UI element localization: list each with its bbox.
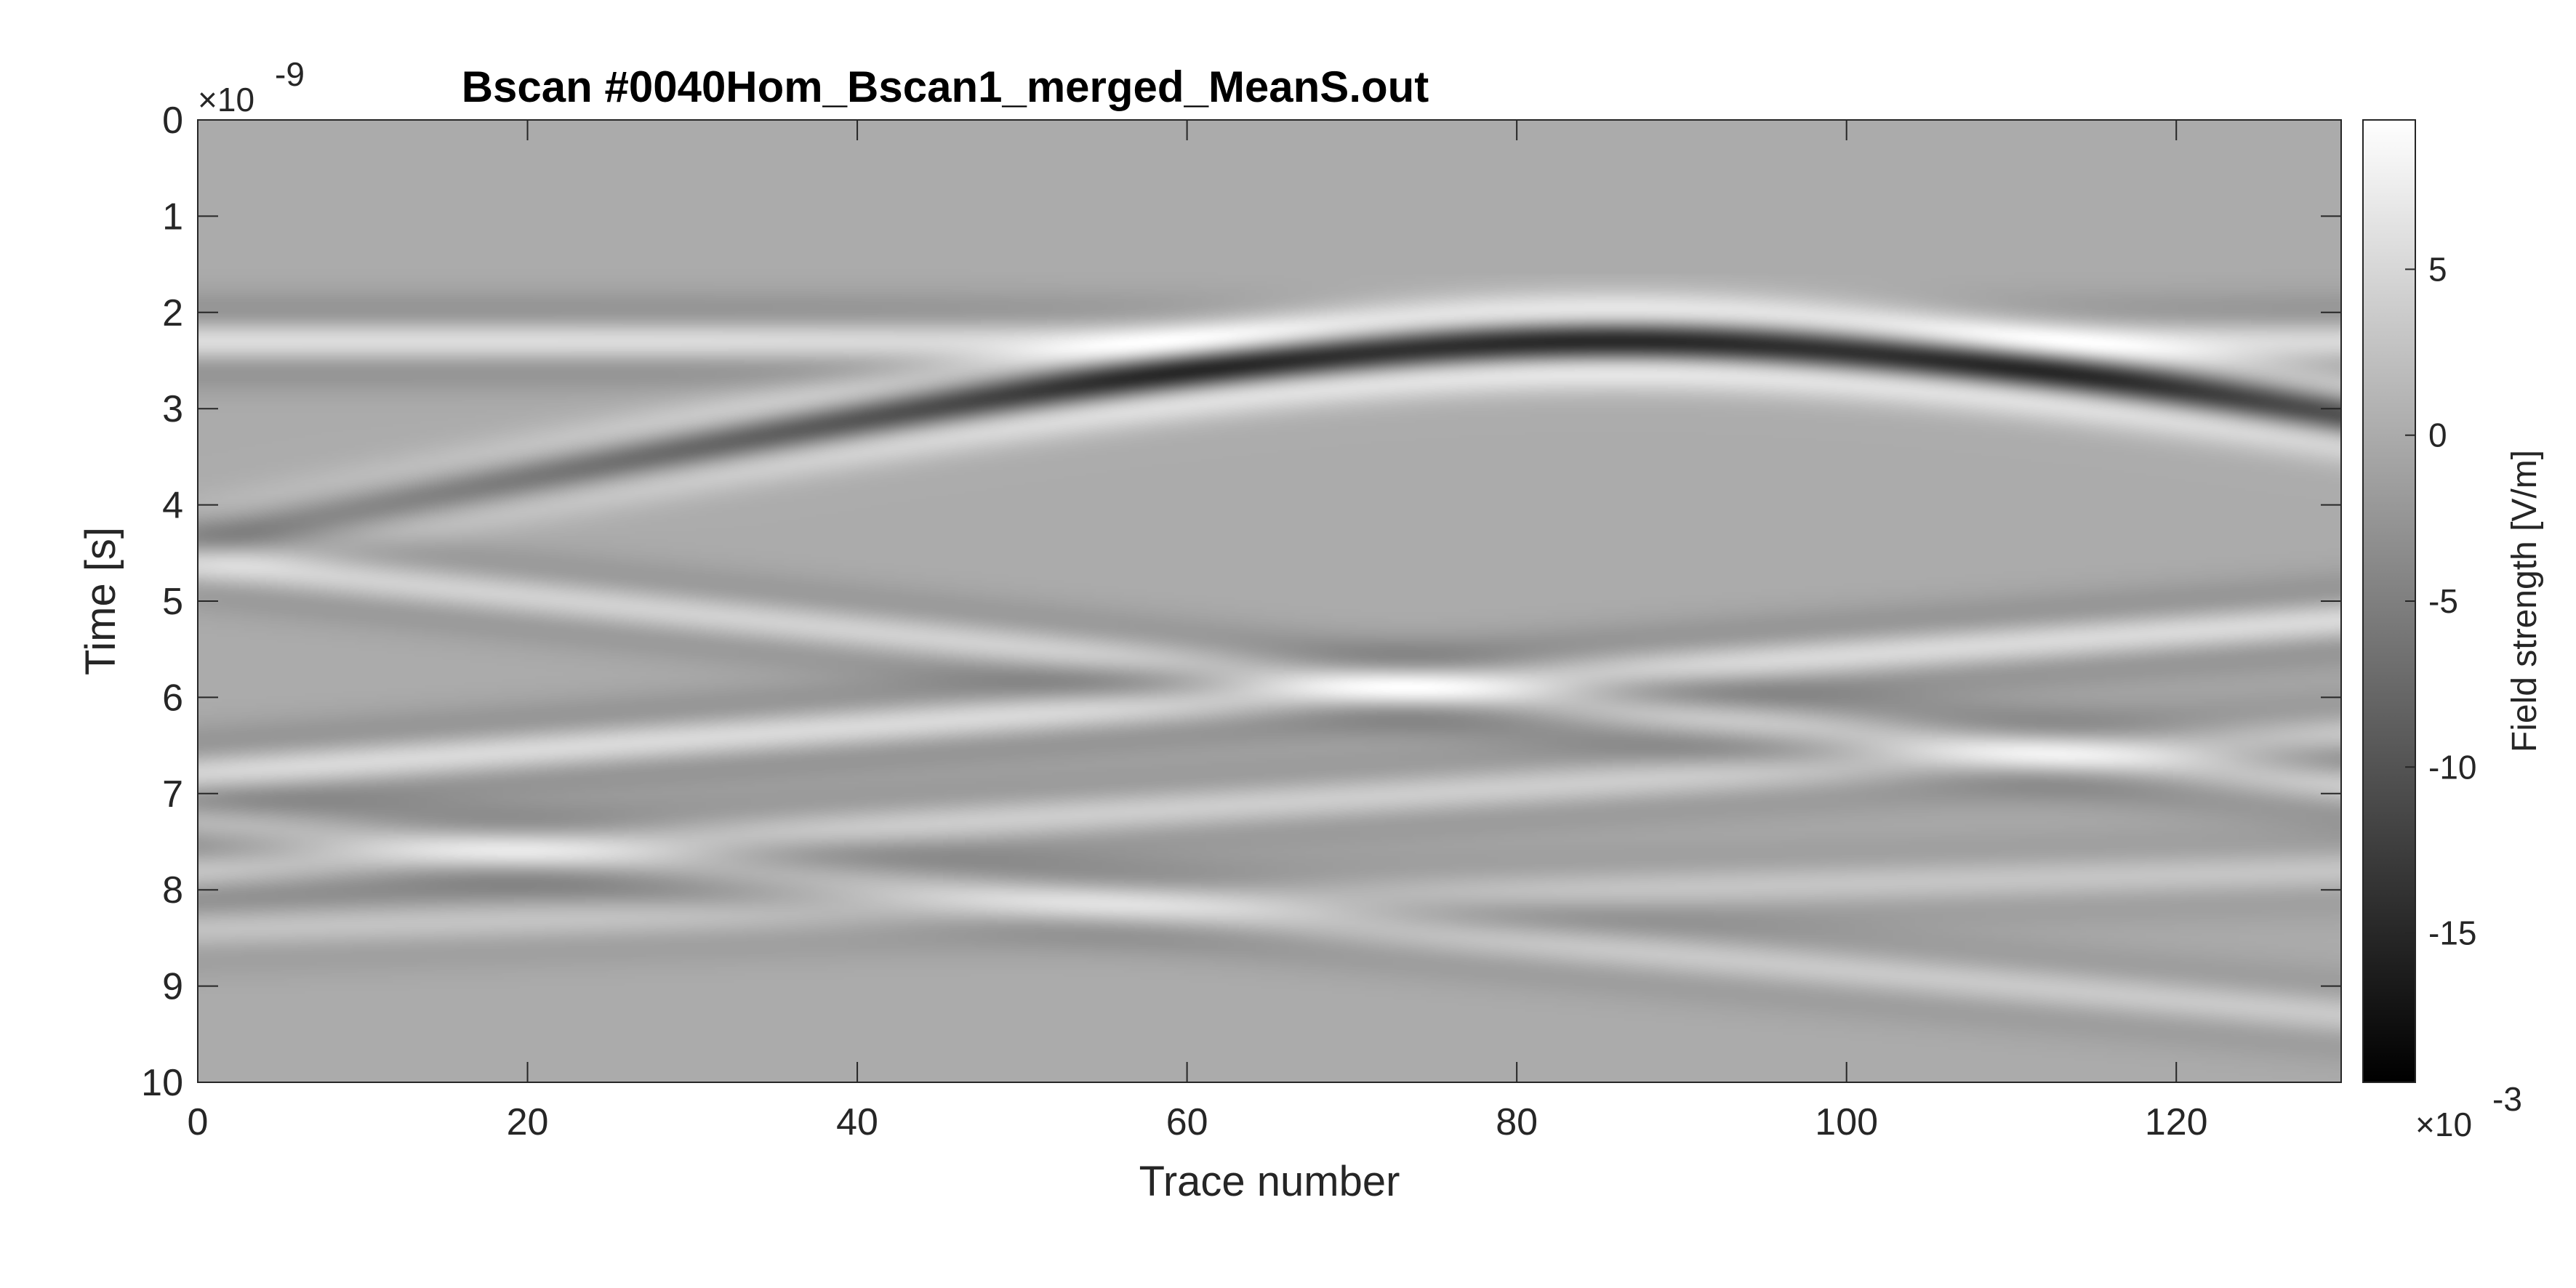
y-exponent-power: -9 [275,55,305,93]
x-tick-label: 60 [1166,1101,1208,1143]
colorbar-tick-label: -5 [2428,582,2458,620]
x-axis-label: Trace number [1139,1158,1400,1205]
colorbar-tick-label: -10 [2428,748,2476,786]
y-tick-label: 3 [162,388,183,430]
y-tick-label: 4 [162,485,183,527]
y-tick-label: 6 [162,677,183,719]
y-tick-label: 5 [162,581,183,623]
x-tick-label: 20 [507,1101,549,1143]
y-exponent-base: ×10 [198,81,254,118]
y-tick-label: 1 [162,196,183,238]
x-axis: 0 20 40 60 80 100 120 [188,120,2208,1143]
colorbar-tick-label: 0 [2428,416,2447,454]
colorbar-exponent-power: -3 [2492,1080,2522,1118]
colorbar-exponent-base: ×10 [2415,1106,2472,1143]
colorbar-tick-label: -15 [2428,914,2476,952]
colorbar-tick-label: 5 [2428,250,2447,288]
y-axis: 0 1 2 3 4 5 6 7 8 9 10 [141,100,2341,1104]
colorbar-label: Field strength [V/m] [2505,450,2544,752]
x-tick-label: 0 [188,1101,209,1143]
x-tick-label: 120 [2145,1101,2208,1143]
colorbar-axis: 5 0 -5 -10 -15 [2405,250,2476,952]
x-tick-label: 40 [836,1101,878,1143]
x-tick-label: 100 [1815,1101,1878,1143]
x-tick-label: 80 [1496,1101,1538,1143]
bscan-image [198,120,2341,1082]
colorbar-exponent: ×10 -3 [2415,1080,2522,1143]
y-axis-label: Time [s] [77,527,124,675]
y-tick-label: 8 [162,869,183,911]
y-tick-label: 0 [162,100,183,142]
y-tick-label: 10 [141,1062,183,1104]
y-tick-label: 9 [162,966,183,1008]
y-exponent: ×10 -9 [198,55,305,118]
chart-title: Bscan #0040Hom_Bscan1_merged_MeanS.out [462,63,1429,111]
y-tick-label: 7 [162,773,183,816]
plot-area [198,120,2341,1082]
y-tick-label: 2 [162,292,183,334]
